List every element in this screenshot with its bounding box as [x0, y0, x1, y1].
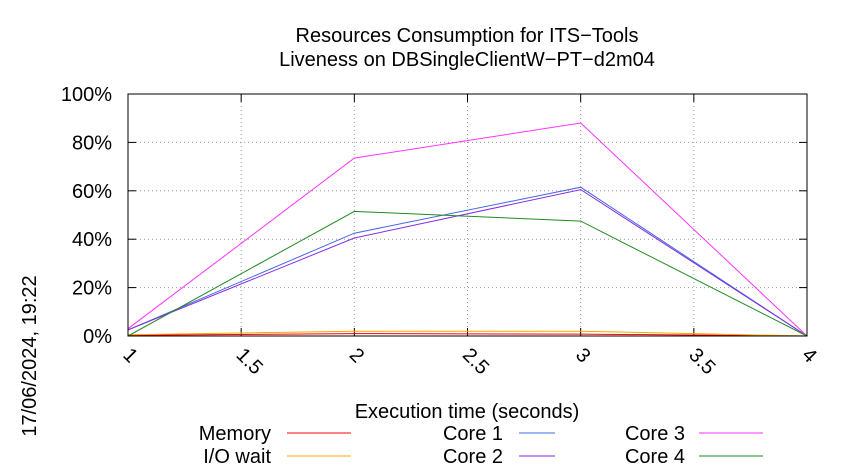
grid-lines	[128, 94, 807, 336]
y-tick-label: 100%	[61, 84, 112, 106]
y-tick-label: 60%	[72, 181, 112, 203]
y-tick-label: 20%	[72, 278, 112, 300]
legend-label-core-4: Core 4	[625, 446, 685, 468]
y-tick-label: 80%	[72, 132, 112, 154]
data-series	[127, 122, 808, 337]
legend-label-core-2: Core 2	[443, 446, 503, 468]
x-tick-label: 3	[571, 344, 594, 367]
chart-title: Resources Consumption for ITS−Tools	[296, 25, 639, 47]
series-line-i-o-wait	[127, 330, 808, 337]
legend-label-core-1: Core 1	[443, 423, 503, 445]
x-tick-label: 2	[345, 344, 368, 367]
y-tick-label: 0%	[83, 326, 112, 348]
x-tick-label: 3.5	[684, 344, 719, 379]
series-line-core-1	[127, 186, 808, 337]
x-tick-label: 1	[118, 344, 141, 367]
plot-frame	[127, 93, 808, 337]
series-line-core-4	[127, 210, 808, 337]
x-tick-label: 2.5	[458, 344, 493, 379]
y-tick-label: 40%	[72, 229, 112, 251]
series-line-memory	[127, 333, 808, 337]
x-tick-label: 4	[797, 344, 820, 367]
series-line-core-2	[127, 189, 808, 337]
legend-label-i-o-wait: I/O wait	[203, 446, 271, 468]
legend-label-core-3: Core 3	[625, 423, 685, 445]
x-tick-label: 1.5	[232, 344, 267, 379]
series-line-core-3	[127, 122, 808, 337]
legend-label-memory: Memory	[199, 423, 271, 445]
side-timestamp: 17/06/2024, 19:22	[19, 275, 41, 436]
x-axis-label: Execution time (seconds)	[355, 401, 580, 423]
chart-subtitle: Liveness on DBSingleClientW−PT−d2m04	[279, 49, 655, 71]
